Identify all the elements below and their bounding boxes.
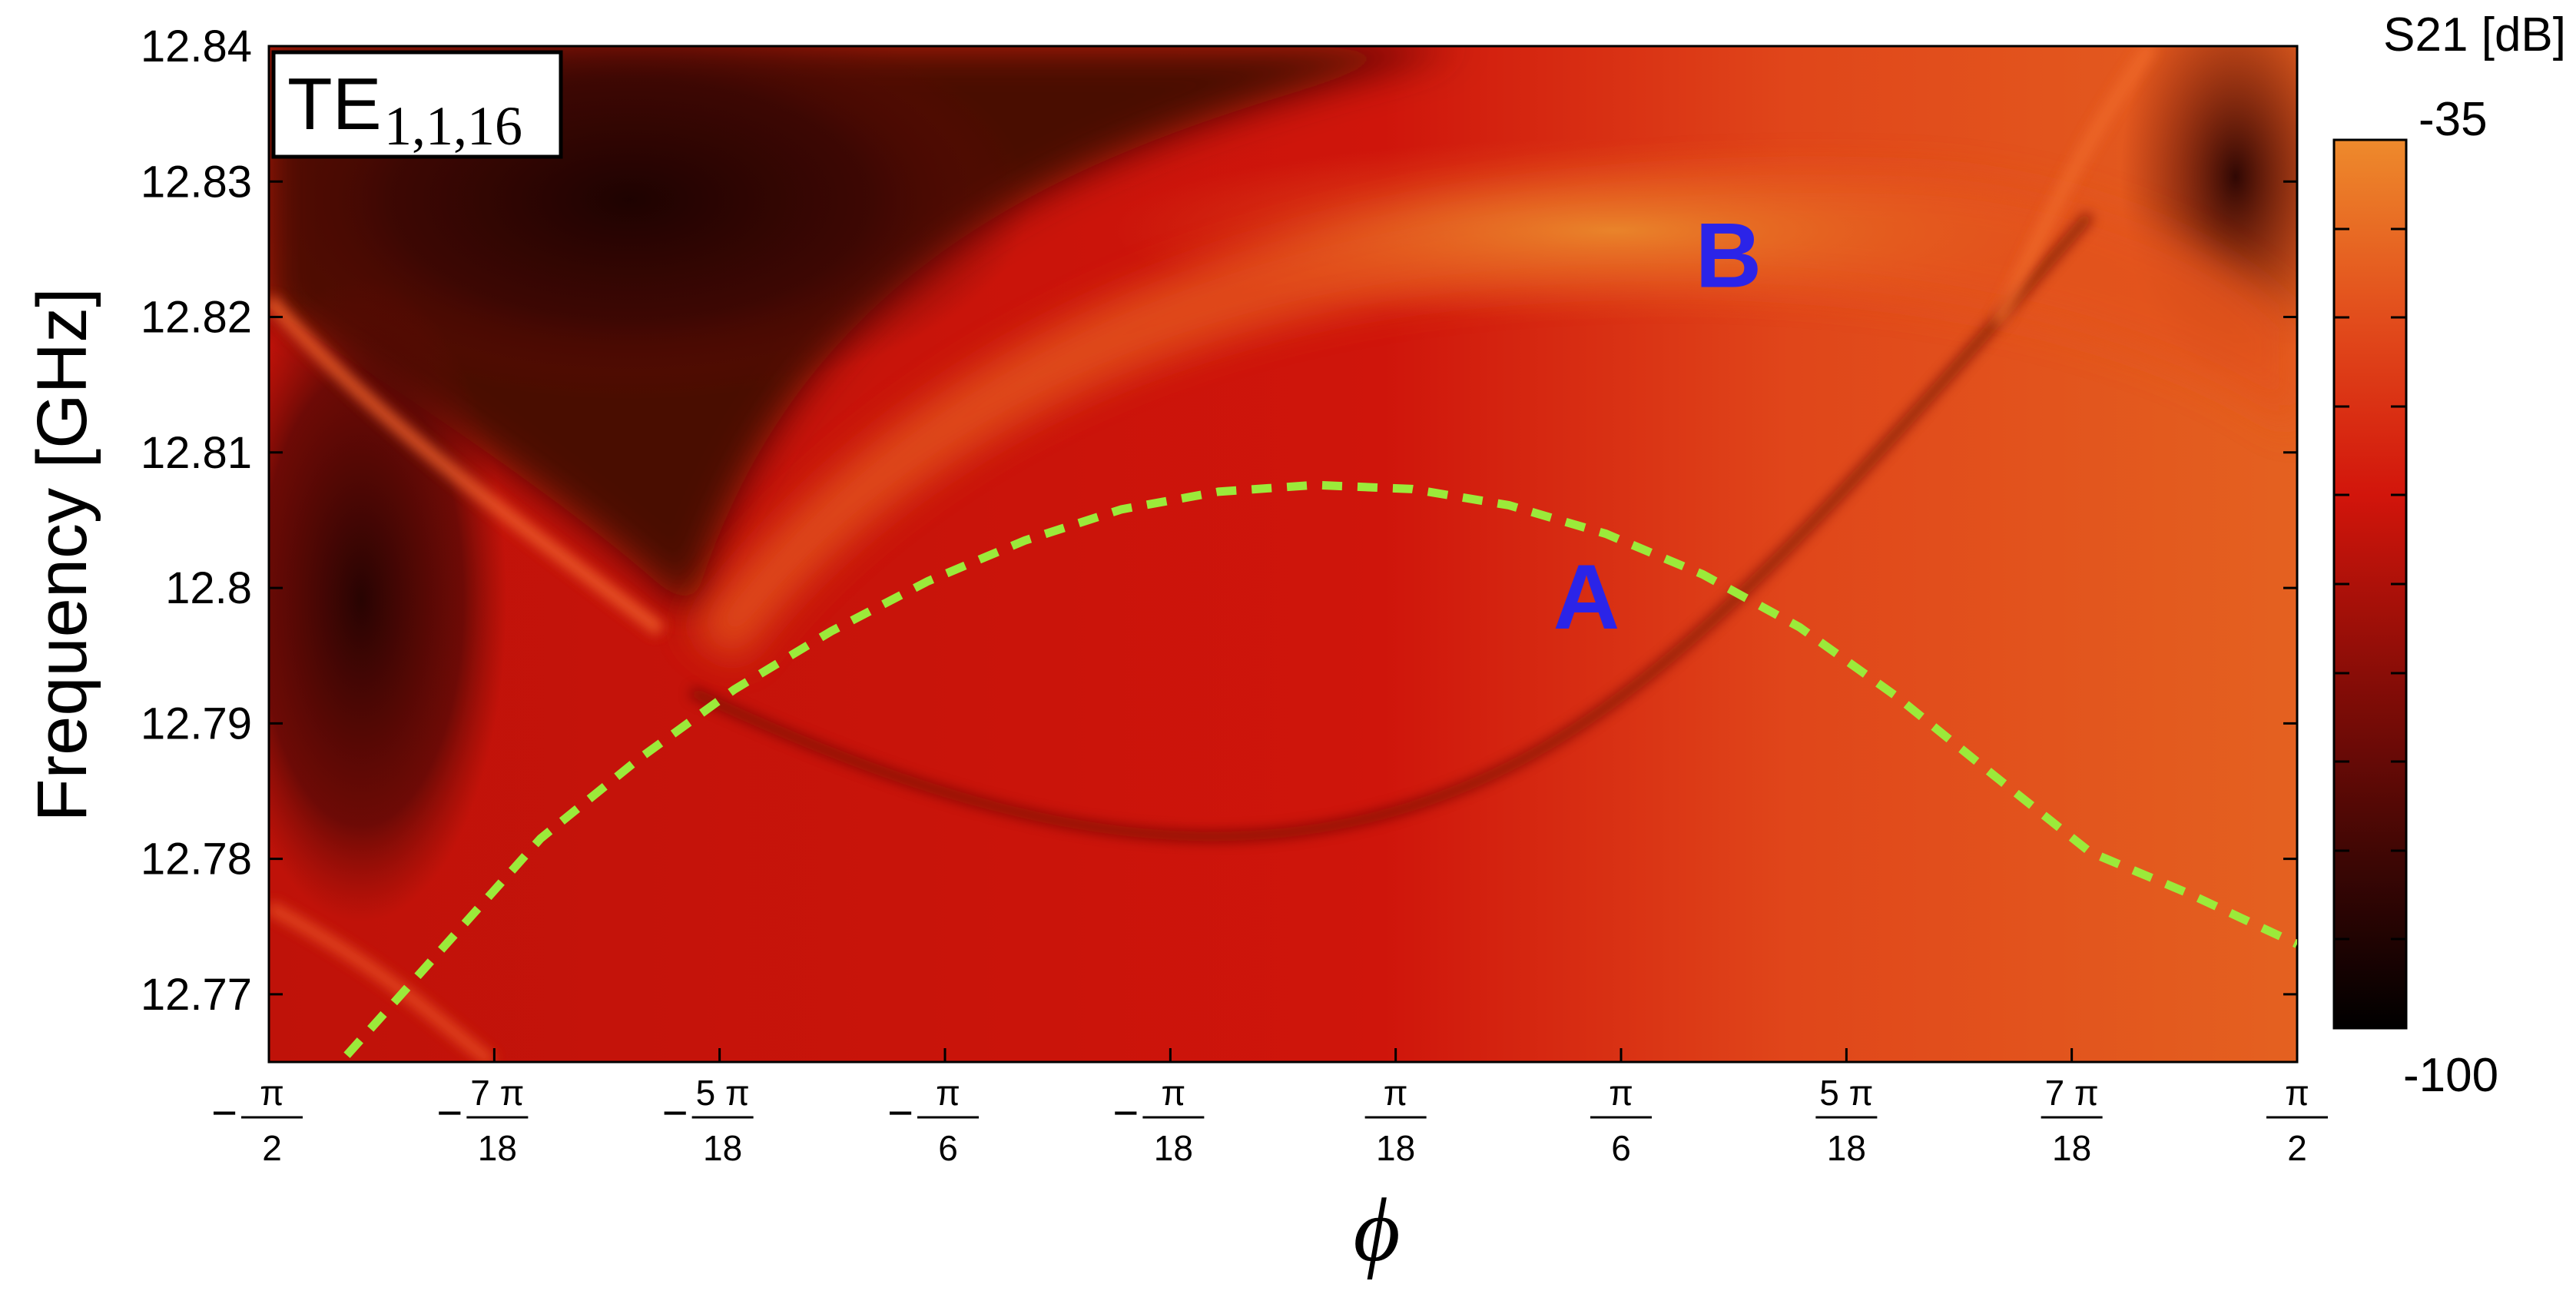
x-tick-label: 7 π18 xyxy=(2041,1073,2103,1168)
colorbar-min-label: -100 xyxy=(2403,1049,2498,1102)
x-tick-numerator: π xyxy=(2285,1073,2309,1113)
x-tick-label: −7 π 18 xyxy=(436,1073,529,1168)
x-tick-sign: − xyxy=(211,1088,237,1138)
annotations-layer: AB xyxy=(1553,204,1762,649)
mode-label-box: TE 1,1,16 xyxy=(271,50,563,159)
x-tick-denominator: 18 xyxy=(1154,1128,1193,1168)
y-tick-label: 12.81 xyxy=(141,428,252,478)
x-tick-denominator: 18 xyxy=(2052,1128,2091,1168)
x-tick-denominator: 2 xyxy=(2287,1128,2307,1168)
x-tick-numerator: 7 π xyxy=(2045,1073,2099,1113)
x-tick-numerator: π xyxy=(260,1073,284,1113)
x-tick-sign: − xyxy=(436,1088,462,1138)
mode-label-base: TE xyxy=(287,63,382,145)
x-tick-label: − π 18 xyxy=(1112,1073,1205,1168)
x-tick-label: − π 2 xyxy=(211,1073,303,1168)
x-tick-numerator: π xyxy=(936,1073,960,1113)
x-tick-numerator: π xyxy=(1161,1073,1185,1113)
axes-layer: 12.77 12.78 12.79 12.8 12.81 12.82 12.83 12.84 −… xyxy=(141,22,2328,1168)
y-tick-label: 12.8 xyxy=(165,563,252,613)
x-tick-numerator: 5 π xyxy=(696,1073,750,1113)
x-tick-label: 5 π18 xyxy=(1815,1073,1878,1168)
x-tick-denominator: 18 xyxy=(478,1128,517,1168)
mode-label-subscript: 1,1,16 xyxy=(384,95,522,157)
x-tick-denominator: 2 xyxy=(262,1128,282,1168)
x-axis-label: ϕ xyxy=(1353,1180,1400,1280)
colorbar-title: S21 [dB] xyxy=(2383,8,2566,61)
y-tick-label: 12.78 xyxy=(141,835,252,884)
y-tick-label: 12.77 xyxy=(141,970,252,1020)
colorbar: S21 [dB] -35 -100 xyxy=(2332,8,2566,1102)
colorbar-max-label: -35 xyxy=(2419,93,2488,146)
x-tick-denominator: 18 xyxy=(1827,1128,1866,1168)
y-tick-label: 12.84 xyxy=(141,22,252,71)
colorbar-ticks xyxy=(2334,227,2406,941)
x-tick-denominator: 18 xyxy=(1376,1128,1415,1168)
x-tick-sign: − xyxy=(662,1088,688,1138)
y-tick-label: 12.83 xyxy=(141,157,252,207)
x-tick-sign: − xyxy=(1112,1088,1139,1138)
x-tick-numerator: π xyxy=(1609,1073,1633,1113)
x-tick-label: π6 xyxy=(1590,1073,1652,1168)
x-tick-denominator: 6 xyxy=(938,1128,958,1168)
annotation-a: A xyxy=(1553,546,1620,649)
x-tick-label: − π 6 xyxy=(887,1073,979,1168)
y-tick-label: 12.79 xyxy=(141,699,252,748)
x-tick-label: −5 π 18 xyxy=(662,1073,754,1168)
x-tick-denominator: 6 xyxy=(1611,1128,1631,1168)
x-tick-numerator: 7 π xyxy=(470,1073,524,1113)
heatmap-plot-area xyxy=(269,46,2297,1062)
y-axis-label: Frequency [GHz] xyxy=(23,287,101,821)
x-tick-sign: − xyxy=(887,1088,913,1138)
x-tick-numerator: π xyxy=(1384,1073,1408,1113)
x-tick-denominator: 18 xyxy=(703,1128,742,1168)
x-tick-label: π2 xyxy=(2266,1073,2328,1168)
annotation-b: B xyxy=(1695,204,1762,307)
x-tick-numerator: 5 π xyxy=(1819,1073,1873,1113)
plot-frame xyxy=(267,45,2299,1064)
x-tick-label: π 18 xyxy=(1364,1073,1427,1168)
y-tick-label: 12.82 xyxy=(141,293,252,343)
